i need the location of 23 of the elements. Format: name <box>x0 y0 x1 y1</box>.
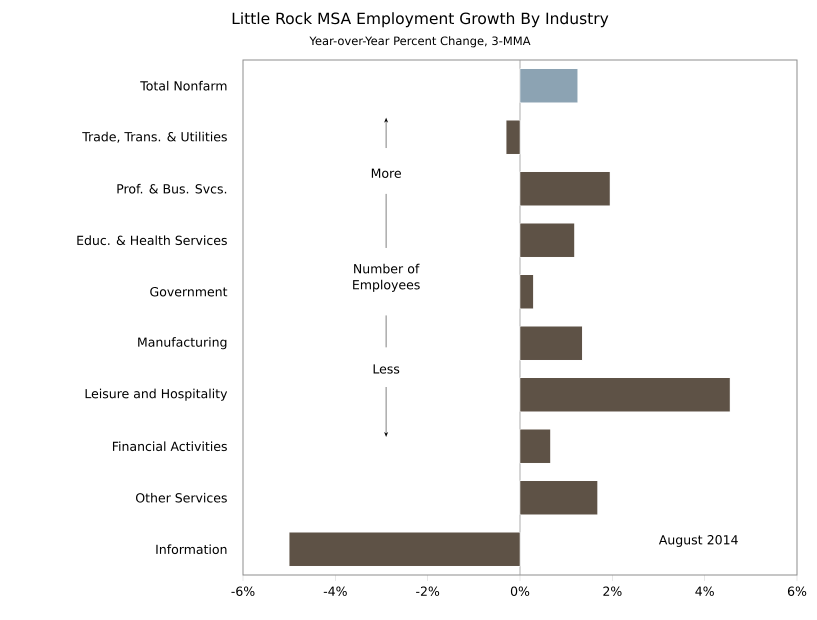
y-tick-label: Other Services <box>136 492 227 503</box>
y-tick-label: Manufacturing <box>138 337 226 350</box>
chart-subtitle: Year-over-Year Percent Change, 3-MMA <box>309 36 530 48</box>
y-tick-label: Total Nonfarm <box>140 80 226 91</box>
y-tick-label: Leisure and Hospitality <box>86 388 228 401</box>
y-tick-label: Financial Activities <box>112 441 227 452</box>
y-tick-label: Trade, Trans. & Utilities <box>82 132 227 143</box>
y-tick-label: Information <box>156 544 226 554</box>
y-tick-label: Government <box>150 287 228 296</box>
chart-title: Little Rock MSA Employment Growth By Industry <box>232 12 608 28</box>
annotation: August 2014 <box>658 535 738 547</box>
x-tick-label: 6% <box>788 586 806 596</box>
annotation: More <box>372 168 401 178</box>
x-tick-label: -6% <box>231 586 254 596</box>
x-tick-label: 2% <box>603 586 622 596</box>
x-tick-label: 4% <box>695 586 714 596</box>
y-tick-label: Prof. & Bus. Svcs. <box>117 184 226 194</box>
annotation: Less <box>374 364 400 374</box>
x-tick-label: 0% <box>510 586 530 596</box>
x-tick-label: -4% <box>324 586 347 596</box>
annotation: Number of Employees <box>353 264 420 292</box>
x-tick-label: -2% <box>416 586 440 596</box>
y-tick-label: Educ. & Health Services <box>77 235 227 246</box>
